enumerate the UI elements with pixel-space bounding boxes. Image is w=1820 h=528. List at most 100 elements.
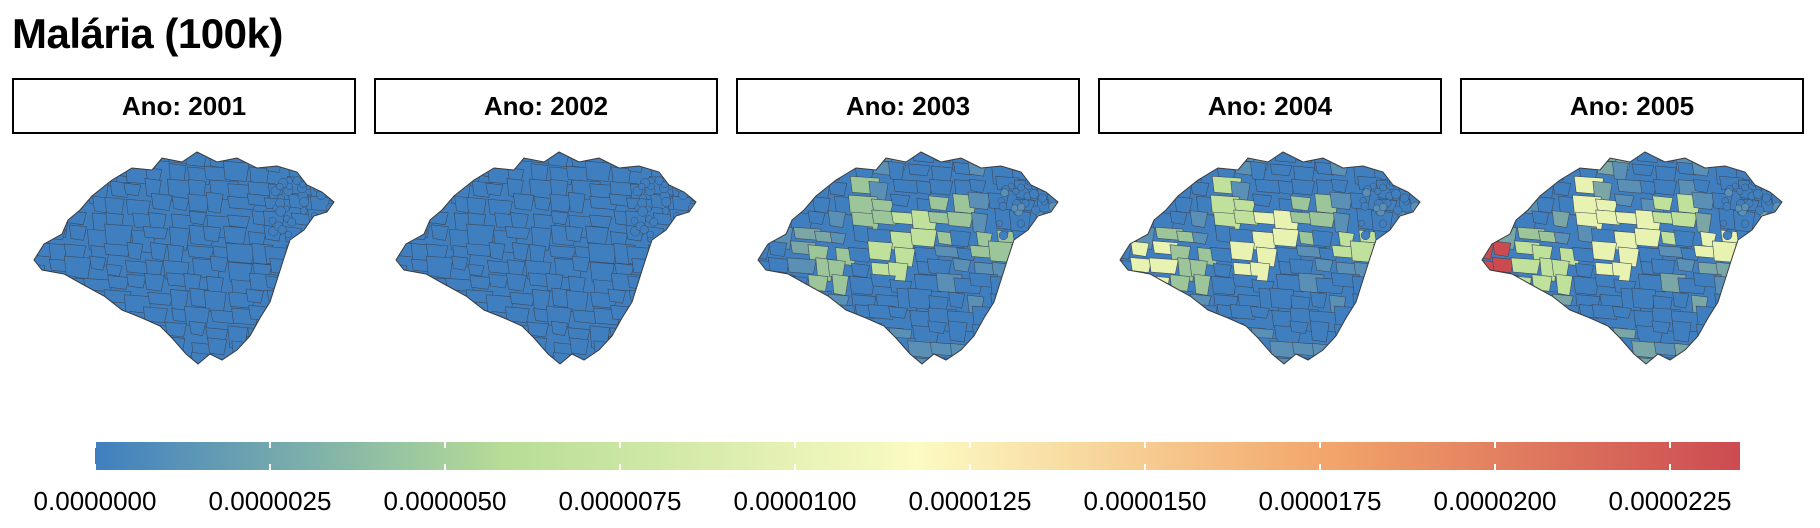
municipality-polygon: [1537, 164, 1567, 181]
municipality-polygon: [690, 277, 696, 299]
municipality-polygon: [564, 225, 584, 243]
municipality-polygon: [758, 323, 766, 339]
municipality-polygon: [414, 321, 433, 334]
municipality-polygon: [1032, 294, 1050, 308]
municipality-polygon: [758, 224, 775, 240]
municipality-polygon: [571, 255, 591, 273]
municipality-polygon: [928, 195, 950, 212]
municipality-polygon: [1772, 180, 1779, 188]
municipality-polygon: [1198, 152, 1222, 169]
municipality-polygon: [1532, 152, 1556, 163]
municipality-polygon: [1774, 152, 1782, 166]
municipality-polygon: [324, 322, 334, 340]
municipality-polygon: [1397, 165, 1420, 190]
municipality-polygon: [1733, 261, 1758, 276]
municipality-polygon: [1311, 230, 1334, 248]
municipality-polygon: [1773, 293, 1782, 307]
municipality-polygon: [893, 246, 916, 268]
municipality-polygon: [144, 273, 165, 292]
legend-tick-label: 0.0000050: [383, 486, 507, 516]
municipality-polygon: [1157, 321, 1175, 339]
municipality-polygon: [227, 214, 251, 229]
municipality-polygon: [34, 356, 51, 364]
municipality-polygon: [408, 311, 429, 326]
municipality-polygon: [209, 255, 229, 273]
municipality-polygon: [1289, 320, 1309, 334]
municipality-polygon: [907, 287, 933, 310]
municipality-polygon: [1612, 160, 1629, 182]
municipality-polygon: [451, 152, 475, 160]
municipality-polygon: [1133, 166, 1159, 185]
municipality-polygon: [654, 176, 664, 186]
municipality-polygon: [1051, 353, 1058, 364]
municipality-polygon: [685, 221, 695, 230]
municipality-polygon: [511, 242, 530, 261]
municipality-polygon: [1414, 212, 1420, 233]
municipality-polygon: [1028, 240, 1057, 262]
municipality-polygon: [323, 162, 334, 179]
municipality-polygon: [309, 224, 320, 235]
municipality-polygon: [1495, 166, 1521, 185]
municipality-polygon: [1371, 261, 1396, 276]
municipality-polygon: [1231, 353, 1262, 364]
chart-title: Malária (100k): [12, 10, 283, 57]
municipality-polygon: [828, 159, 847, 173]
municipality-polygon: [670, 305, 694, 321]
municipality-polygon: [911, 152, 937, 164]
municipality-polygon: [1396, 230, 1420, 252]
municipality-polygon: [1719, 219, 1727, 227]
municipality-polygon: [327, 343, 334, 357]
legend-tick-mark: [619, 464, 621, 470]
municipality-polygon: [1193, 273, 1211, 296]
municipality-polygon: [246, 335, 267, 359]
municipality-polygon: [1756, 221, 1767, 232]
region-outline: [1481, 151, 1783, 365]
municipality-polygon: [812, 308, 842, 327]
choropleth-map-2003: [757, 151, 1059, 365]
municipality-polygon: [1120, 277, 1148, 291]
municipality-polygon: [89, 152, 113, 160]
municipality-polygon: [687, 211, 696, 228]
municipality-polygon: [550, 320, 568, 337]
municipality-polygon: [1394, 221, 1405, 232]
municipality-polygon: [246, 358, 274, 364]
municipality-polygon: [1493, 310, 1521, 334]
municipality-polygon: [1759, 258, 1782, 277]
municipality-polygon: [1695, 305, 1725, 327]
municipality-polygon: [848, 246, 873, 263]
municipality-polygons: [396, 152, 696, 364]
municipality-polygon: [668, 240, 693, 256]
municipality-polygon: [283, 357, 311, 364]
municipality-polygon: [662, 207, 670, 215]
municipality-polygon: [1774, 214, 1782, 223]
municipality-polygon: [651, 325, 681, 343]
municipality-polygon: [331, 355, 334, 364]
legend-tick-mark: [94, 464, 96, 470]
municipality-polygon: [661, 197, 672, 207]
municipality-polygon: [787, 309, 815, 325]
municipality-polygon: [494, 354, 522, 364]
municipality-polygon: [1031, 205, 1041, 215]
municipality-polygon: [1410, 340, 1420, 354]
municipality-polygon: [828, 353, 857, 364]
municipality-polygon: [1288, 258, 1314, 276]
municipality-polygon: [63, 353, 83, 364]
municipality-polygon: [1572, 246, 1597, 263]
municipality-polygon: [1671, 320, 1692, 343]
municipality-polygon: [1376, 304, 1399, 327]
municipality-polygon: [410, 274, 439, 296]
municipality-polygon: [1414, 240, 1420, 259]
municipality-polygon: [1395, 152, 1413, 165]
municipality-polygon: [325, 211, 334, 228]
municipality-polygon: [267, 342, 293, 364]
municipality-polygon: [649, 217, 659, 227]
municipality-polygon: [1169, 210, 1188, 225]
municipality-polygons: [758, 152, 1058, 364]
municipality-polygon: [892, 178, 921, 194]
municipality-polygon: [286, 244, 305, 263]
municipality-polygon: [1771, 229, 1782, 244]
municipality-polygon: [396, 210, 411, 227]
municipality-polygon: [1377, 152, 1407, 175]
municipality-polygon: [451, 343, 470, 364]
municipality-polygon: [510, 212, 529, 230]
